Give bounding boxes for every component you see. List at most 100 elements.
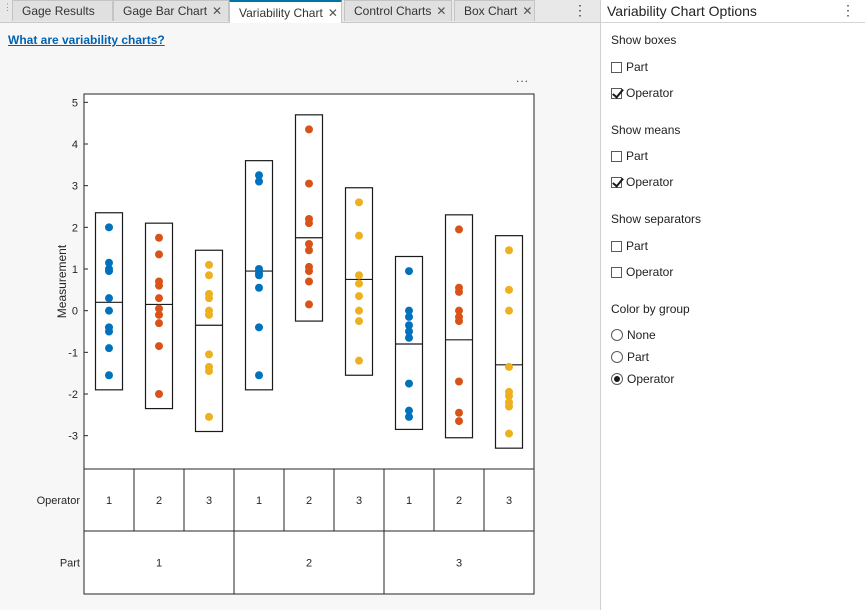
- data-point: [205, 350, 213, 359]
- color-by-none-radio[interactable]: None: [611, 328, 656, 342]
- data-point: [355, 356, 363, 365]
- operator-cell-label: 2: [456, 495, 462, 507]
- checkbox[interactable]: [611, 266, 622, 278]
- data-point: [305, 300, 313, 309]
- data-point: [155, 233, 163, 242]
- tab-gage-bar-chart[interactable]: Gage Bar Chart ✕: [113, 0, 229, 21]
- data-point: [355, 292, 363, 301]
- radio-button[interactable]: [611, 373, 623, 385]
- data-point: [205, 260, 213, 269]
- data-point: [505, 285, 513, 294]
- data-point: [105, 258, 113, 267]
- data-point: [405, 306, 413, 315]
- panel-divider[interactable]: [600, 0, 601, 610]
- panel-title: Variability Chart Options: [607, 3, 757, 19]
- data-point: [505, 402, 513, 411]
- y-tick-label: 5: [72, 97, 78, 109]
- section-show-boxes: Show boxes: [611, 33, 677, 47]
- data-point: [105, 327, 113, 336]
- tab-box-chart[interactable]: Box Chart ✕: [454, 0, 535, 21]
- row-label-operator: Operator: [37, 495, 81, 507]
- data-point: [355, 317, 363, 326]
- data-point: [455, 306, 463, 315]
- data-point: [355, 271, 363, 280]
- show-separators-operator-checkbox[interactable]: Operator: [611, 265, 673, 279]
- show-means-operator-checkbox[interactable]: Operator: [611, 175, 673, 189]
- option-label: None: [627, 328, 656, 342]
- section-color-by-group: Color by group: [611, 302, 690, 316]
- option-label: Operator: [626, 265, 674, 279]
- tab-control-charts[interactable]: Control Charts ✕: [344, 0, 452, 21]
- data-point: [405, 406, 413, 415]
- show-boxes-operator-checkbox[interactable]: Operator: [611, 86, 673, 100]
- tab-variability-chart[interactable]: Variability Chart ✕: [229, 0, 342, 23]
- group-box: [194, 249, 224, 433]
- data-point: [505, 362, 513, 371]
- group-box: [344, 187, 374, 376]
- y-tick-label: 3: [72, 181, 78, 193]
- show-means-part-checkbox[interactable]: Part: [611, 149, 648, 163]
- data-point: [305, 179, 313, 188]
- operator-cell-label: 3: [356, 495, 362, 507]
- operator-cell-label: 1: [106, 495, 112, 507]
- checkbox[interactable]: [611, 87, 622, 99]
- group-box: [294, 114, 324, 322]
- data-point: [455, 287, 463, 296]
- data-point: [155, 304, 163, 313]
- help-link[interactable]: What are variability charts?: [8, 33, 165, 47]
- tab-gage-results[interactable]: Gage Results: [12, 0, 113, 21]
- data-point: [105, 371, 113, 380]
- data-point: [255, 271, 263, 280]
- show-separators-part-checkbox[interactable]: Part: [611, 239, 648, 253]
- group-box: [444, 214, 474, 439]
- more-options-icon[interactable]: ⋮: [573, 2, 587, 18]
- option-label: Part: [626, 239, 649, 253]
- data-point: [405, 412, 413, 421]
- data-point: [205, 294, 213, 303]
- close-icon[interactable]: ✕: [522, 4, 533, 18]
- tab-label: Gage Bar Chart: [123, 4, 208, 18]
- data-point: [155, 342, 163, 351]
- option-label: Operator: [626, 175, 674, 189]
- data-point: [455, 225, 463, 234]
- data-point: [405, 379, 413, 388]
- section-show-means: Show means: [611, 123, 681, 137]
- data-point: [105, 306, 113, 315]
- checkbox[interactable]: [611, 240, 622, 252]
- color-by-operator-radio[interactable]: Operator: [611, 372, 674, 386]
- operator-cell-label: 2: [306, 495, 312, 507]
- radio-button[interactable]: [611, 329, 623, 341]
- radio-button[interactable]: [611, 351, 623, 363]
- checkbox[interactable]: [611, 150, 622, 162]
- plot-menu-icon[interactable]: ...: [516, 71, 530, 85]
- checkbox[interactable]: [611, 176, 622, 188]
- panel-menu-icon[interactable]: ⋮: [841, 2, 855, 18]
- data-point: [405, 327, 413, 336]
- data-point: [305, 219, 313, 228]
- show-boxes-part-checkbox[interactable]: Part: [611, 60, 648, 74]
- data-point: [255, 371, 263, 380]
- y-tick-label: 4: [72, 139, 78, 151]
- data-point: [355, 306, 363, 315]
- options-panel: Variability Chart Options ⋮ Show boxes P…: [601, 0, 865, 610]
- data-point: [505, 429, 513, 438]
- data-point: [155, 319, 163, 328]
- color-by-part-radio[interactable]: Part: [611, 350, 649, 364]
- option-label: Operator: [626, 86, 674, 100]
- checkbox[interactable]: [611, 61, 622, 73]
- data-point: [505, 392, 513, 401]
- part-cell-label: 1: [156, 558, 162, 570]
- data-point: [205, 367, 213, 376]
- option-label: Part: [626, 149, 649, 163]
- close-icon[interactable]: ✕: [436, 4, 447, 18]
- y-axis-label: Measurement: [55, 244, 69, 318]
- close-icon[interactable]: ✕: [212, 4, 223, 18]
- data-point: [305, 125, 313, 134]
- row-label-part: Part: [60, 558, 80, 570]
- data-point: [155, 310, 163, 319]
- data-point: [205, 271, 213, 280]
- close-icon[interactable]: ✕: [327, 5, 338, 20]
- panel-header: Variability Chart Options ⋮: [601, 0, 865, 23]
- tab-label: Gage Results: [22, 4, 95, 18]
- operator-cell-label: 3: [506, 495, 512, 507]
